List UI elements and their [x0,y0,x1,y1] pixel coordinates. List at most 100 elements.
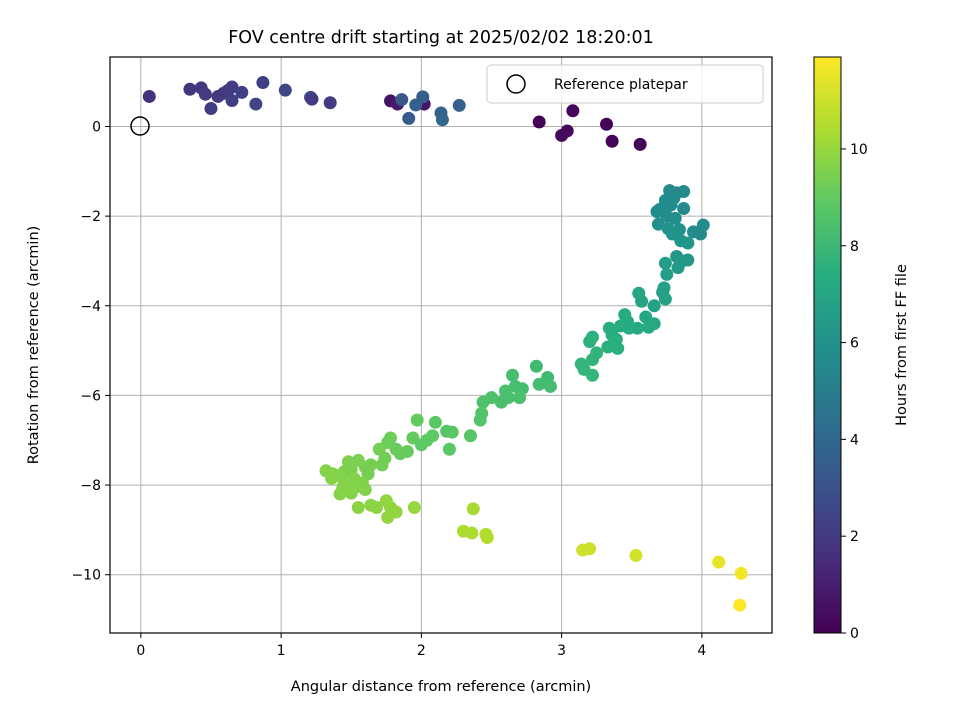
plot-frame [109,56,773,634]
colorbar-tick-label: 4 [850,432,859,448]
x-axis-label: Angular distance from reference (arcmin) [291,679,591,695]
grid [110,57,772,633]
data-point [249,97,263,111]
data-point [351,453,365,467]
data-point [642,320,656,334]
chart-title: FOV centre drift starting at 2025/02/02 … [228,28,654,48]
data-point [513,391,527,405]
data-point [402,111,416,125]
data-point [605,134,619,148]
legend-marker [506,74,526,94]
y-tick-label: −8 [80,478,101,494]
data-point [435,113,449,127]
data-point [712,555,726,569]
data-point [198,87,212,101]
data-point [333,487,347,501]
data-point [647,299,661,313]
data-point [600,117,613,131]
data-point [494,395,508,409]
data-point [344,486,358,500]
colorbar-tick-label: 2 [850,529,859,545]
data-point [658,292,672,306]
data-point [325,471,339,485]
data-point [381,510,395,524]
data-point [428,415,442,429]
data-point [585,353,599,367]
data-point [651,217,665,231]
data-point [583,542,597,556]
colorbar-label: Hours from first FF file [894,264,910,426]
y-tick-label: −10 [71,568,101,584]
colorbar-tick-label: 0 [850,626,859,642]
data-point [506,368,520,382]
data-point [225,93,239,107]
x-axis-ticks: 0 1 2 3 4 [136,633,706,659]
data-point [235,85,249,99]
y-tick-label: −6 [80,388,101,404]
data-point [142,89,156,103]
data-point [476,395,490,409]
data-point [622,321,636,335]
data-point [658,256,672,270]
data-point [529,359,543,373]
x-tick-label: 1 [277,643,286,659]
data-point [733,598,747,612]
data-point [407,500,421,514]
data-point [671,261,685,275]
data-point [660,267,674,281]
reference-platepar-marker [130,116,150,136]
data-point [629,548,643,562]
data-point [635,294,649,308]
data-point [465,526,479,540]
data-point [452,98,466,112]
y-axis-ticks: 0 −2 −4 −6 −8 −10 [71,119,110,584]
data-point [633,137,647,151]
colorbar-tick-label: 10 [850,142,868,158]
data-point [204,102,218,116]
data-point [369,500,383,514]
colorbar-tick-label: 8 [850,239,859,255]
colorbar: 0 2 4 6 8 10 Hours from first FF file [813,56,910,642]
data-point [463,429,477,443]
data-point [183,82,197,96]
y-tick-label: 0 [92,119,101,135]
data-point [410,413,424,427]
data-point [677,202,691,216]
data-point [445,425,459,439]
legend-entry: Reference platepar [554,77,688,93]
y-tick-label: −4 [80,299,101,315]
data-point [225,80,239,94]
colorbar-tick-label: 6 [850,336,859,352]
data-point [734,566,748,580]
data-point [650,205,664,219]
x-tick-label: 4 [697,643,706,659]
data-point [305,92,319,106]
data-point [416,90,430,104]
y-axis-label: Rotation from reference (arcmin) [26,226,42,465]
data-point [696,218,710,232]
data-point [406,431,420,445]
data-point [395,93,409,107]
x-tick-label: 2 [417,643,426,659]
data-point [664,198,678,212]
data-point [256,76,270,90]
legend: Reference platepar [486,64,764,104]
data-point [566,104,580,118]
data-point [601,340,615,354]
data-point [677,184,691,198]
data-point [480,531,494,545]
data-point [681,236,695,250]
data-points [142,76,748,612]
colorbar-gradient [813,56,842,634]
data-point [668,211,682,225]
data-point [611,341,625,355]
data-point [585,368,599,382]
data-point [681,253,695,267]
data-point [583,335,597,349]
data-point [473,413,487,427]
data-point [532,115,546,129]
data-point [466,502,480,516]
data-point [278,83,292,97]
data-point [543,379,557,393]
